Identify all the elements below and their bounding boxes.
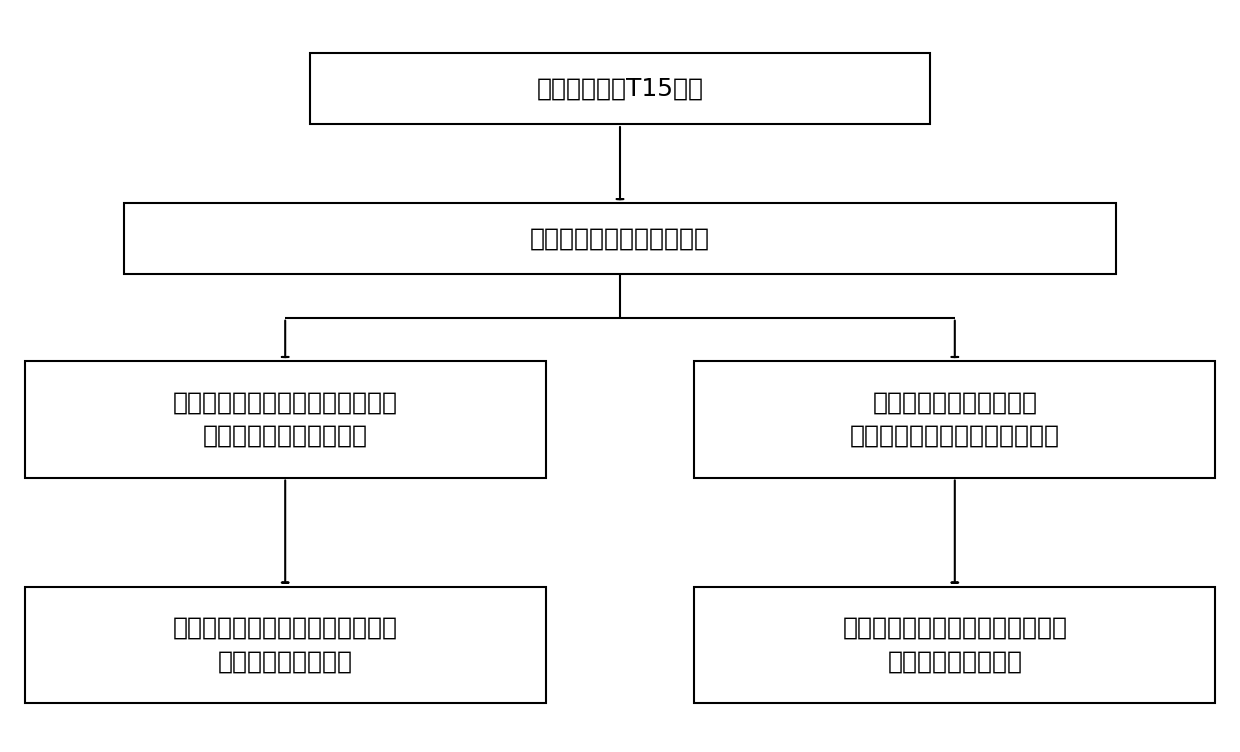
Text: 根据第一劣化效率满足第一预设条
件，确定切换增压器: 根据第一劣化效率满足第一预设条 件，确定切换增压器 <box>172 616 398 674</box>
Text: 根据增压器顺序切换过，
计算第二增压器的第二劣化效率: 根据增压器顺序切换过， 计算第二增压器的第二劣化效率 <box>849 390 1060 448</box>
FancyBboxPatch shape <box>694 587 1215 703</box>
Text: 根据增压器顺序未切换过，计算第
一增压器的第一劣化效率: 根据增压器顺序未切换过，计算第 一增压器的第一劣化效率 <box>172 390 398 448</box>
FancyBboxPatch shape <box>25 361 546 478</box>
FancyBboxPatch shape <box>310 53 930 124</box>
FancyBboxPatch shape <box>124 203 1116 274</box>
Text: 控制发动机的T15上电: 控制发动机的T15上电 <box>537 77 703 100</box>
FancyBboxPatch shape <box>694 361 1215 478</box>
Text: 判断增压器顺序是否切换过: 判断增压器顺序是否切换过 <box>529 227 711 250</box>
Text: 根据第二劣化效率满足第二预设条
件，确定切换增压器: 根据第二劣化效率满足第二预设条 件，确定切换增压器 <box>842 616 1068 674</box>
FancyBboxPatch shape <box>25 587 546 703</box>
